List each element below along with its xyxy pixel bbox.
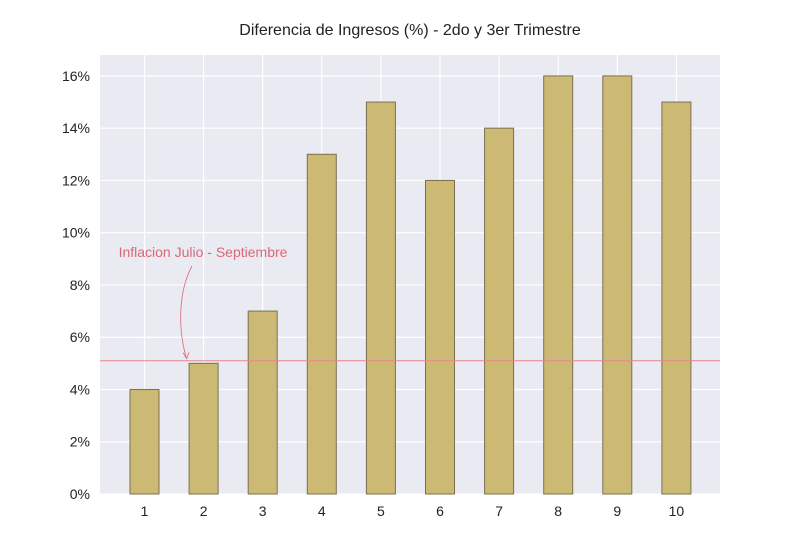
bar bbox=[661, 101, 692, 495]
y-tick-label: 8% bbox=[70, 277, 90, 293]
x-tick-label: 8 bbox=[554, 503, 562, 519]
y-tick-label: 2% bbox=[70, 434, 90, 450]
bar bbox=[306, 153, 337, 495]
x-tick-label: 9 bbox=[613, 503, 621, 519]
y-tick-label: 14% bbox=[62, 120, 90, 136]
x-tick-label: 10 bbox=[669, 503, 685, 519]
y-tick-label: 12% bbox=[62, 172, 90, 188]
x-tick-label: 5 bbox=[377, 503, 385, 519]
y-axis-ticks: 0% 2% 4% 6% 8% 10% 12% 14% 16% bbox=[62, 68, 90, 502]
annotation-arrow bbox=[180, 265, 193, 359]
annotation-arrowhead bbox=[182, 352, 190, 360]
bar bbox=[129, 388, 160, 495]
bar bbox=[247, 310, 278, 495]
x-tick-label: 4 bbox=[318, 503, 326, 519]
annotation-label: Inflacion Julio - Septiembre bbox=[119, 244, 288, 260]
y-tick-label: 4% bbox=[70, 381, 90, 397]
annotation: Inflacion Julio - Septiembre bbox=[119, 244, 288, 360]
x-tick-label: 3 bbox=[259, 503, 267, 519]
x-tick-label: 6 bbox=[436, 503, 444, 519]
bar bbox=[484, 127, 515, 495]
x-tick-label: 2 bbox=[200, 503, 208, 519]
bar bbox=[425, 179, 455, 495]
x-tick-label: 7 bbox=[495, 503, 503, 519]
y-tick-label: 10% bbox=[62, 225, 90, 241]
y-tick-label: 0% bbox=[70, 486, 90, 502]
chart-title: Diferencia de Ingresos (%) - 2do y 3er T… bbox=[239, 22, 581, 39]
y-tick-label: 6% bbox=[70, 329, 90, 345]
bar bbox=[602, 75, 633, 495]
bar bbox=[543, 75, 574, 495]
y-tick-label: 16% bbox=[62, 68, 90, 84]
bar bbox=[188, 362, 219, 495]
x-tick-label: 1 bbox=[141, 503, 149, 519]
bars bbox=[129, 75, 692, 495]
x-axis-ticks: 1 2 3 4 5 6 7 8 9 10 bbox=[141, 503, 685, 519]
bar bbox=[365, 101, 396, 495]
